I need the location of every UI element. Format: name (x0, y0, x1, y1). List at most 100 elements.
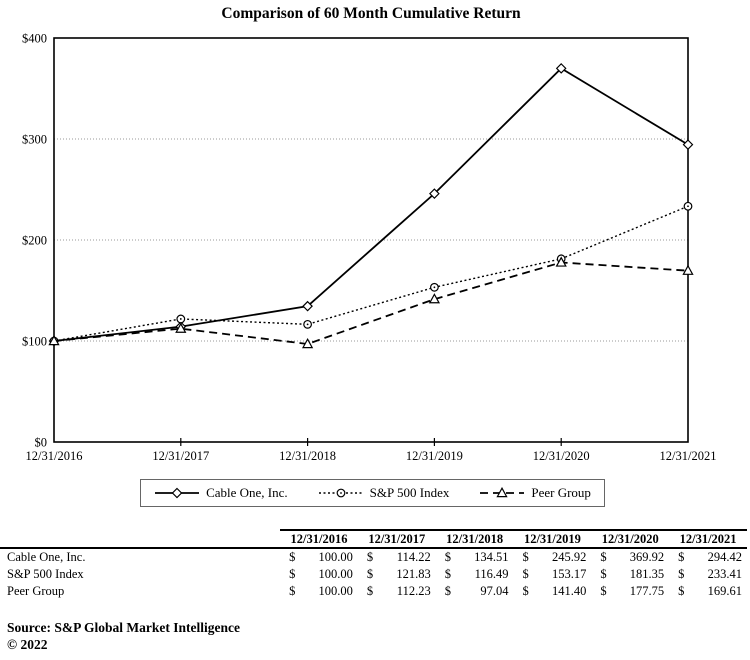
cell-value: 112.23 (396, 584, 431, 598)
circle-marker-dot (687, 205, 689, 208)
currency-symbol: $ (444, 567, 451, 581)
cell-value: 134.51 (474, 550, 509, 564)
y-axis-label: $0 (35, 436, 48, 450)
cell-value: 116.49 (474, 567, 509, 581)
table-value-cell: $121.83 (358, 566, 436, 583)
plot-border (53, 37, 689, 443)
table-value-cell: $233.41 (669, 566, 747, 583)
row-label: Peer Group (7, 584, 65, 598)
currency-symbol: $ (366, 550, 374, 564)
currency-symbol: $ (289, 567, 296, 581)
returns-table-wrap: 12/31/2016 12/31/2017 12/31/2018 12/31/2019… (0, 529, 747, 600)
cell-value: 153.17 (551, 567, 587, 581)
cell-value: 369.92 (629, 550, 665, 564)
circle-marker-dot (306, 323, 309, 326)
table-value-cell: $369.92 (591, 548, 669, 566)
cell-value: 114.22 (396, 550, 431, 564)
triangle-marker (175, 322, 187, 333)
legend-label: S&P 500 Index (369, 485, 450, 500)
triangle-marker (48, 334, 60, 346)
circle-marker-dot (433, 286, 436, 289)
table-row: Cable One, Inc. $100.00 $114.22 $134.51 $245… (0, 548, 747, 566)
table-value-cell: $100.00 (280, 566, 358, 583)
circle-marker-dot (179, 318, 182, 320)
triangle-marker (682, 264, 694, 275)
cell-value: 121.83 (396, 567, 431, 581)
currency-symbol: $ (600, 550, 607, 564)
table-value-cell: $245.92 (514, 548, 592, 566)
table-column-header: 12/31/2020 (591, 529, 670, 549)
table-value-cell: $294.42 (669, 548, 747, 566)
currency-symbol: $ (600, 567, 607, 581)
currency-symbol: $ (678, 550, 685, 564)
diamond-marker (682, 139, 694, 150)
table-column-header: 12/31/2018 (435, 529, 514, 549)
currency-symbol: $ (366, 567, 374, 581)
source-note: Source: S&P Global Market Intelligence (7, 620, 240, 635)
returns-table: 12/31/2016 12/31/2017 12/31/2018 12/31/2019… (0, 529, 747, 600)
table-value-cell: $97.04 (436, 583, 514, 600)
table-value-cell: $100.00 (280, 548, 358, 566)
y-axis-label: $400 (22, 32, 47, 46)
cell-value: 294.42 (707, 550, 742, 564)
table-value-cell: $177.75 (591, 583, 669, 600)
currency-symbol: $ (522, 584, 529, 598)
x-axis-label: 12/31/2016 (26, 449, 83, 463)
series-line (53, 67, 689, 342)
diamond-marker (171, 487, 183, 499)
table-value-cell: $116.49 (436, 566, 514, 583)
table-column-header: 12/31/2017 (357, 529, 436, 549)
cell-value: 100.00 (318, 584, 353, 598)
currency-symbol: $ (678, 567, 685, 581)
triangle-legend-sample-icon (480, 487, 525, 498)
cell-value: 245.92 (551, 550, 587, 564)
currency-symbol: $ (289, 550, 296, 564)
row-label: S&P 500 Index (7, 567, 84, 581)
table-row: Peer Group $100.00 $112.23 $97.04 $141.40 $17… (0, 583, 747, 600)
x-axis-label: 12/31/2019 (406, 449, 463, 463)
triangle-marker (428, 293, 441, 304)
diamond-legend-sample-icon (155, 487, 200, 499)
cell-value: 177.75 (629, 584, 665, 598)
table-column-header: 12/31/2016 (280, 529, 358, 549)
diamond-marker (555, 63, 567, 74)
table-value-cell: $134.51 (436, 548, 514, 566)
y-axis-label: $300 (22, 133, 47, 147)
cell-value: 181.35 (629, 567, 665, 581)
table-value-cell: $181.35 (591, 566, 669, 583)
cell-value: 233.41 (707, 567, 742, 581)
circle-legend-sample-icon (318, 488, 363, 498)
currency-symbol: $ (678, 584, 685, 598)
table-value-cell: $114.22 (358, 548, 436, 566)
cell-value: 97.04 (480, 584, 509, 598)
currency-symbol: $ (522, 567, 529, 581)
chart-legend: Cable One, Inc. S&P 500 Index Peer Group (140, 479, 605, 507)
table-value-cell: $141.40 (514, 583, 592, 600)
currency-symbol: $ (444, 584, 451, 598)
triangle-marker (555, 256, 567, 267)
row-label: Cable One, Inc. (7, 550, 86, 564)
table-corner-cell (0, 530, 281, 549)
table-row: S&P 500 Index $100.00 $121.83 $116.49 $153.1… (0, 566, 747, 583)
series-solid (48, 63, 694, 347)
line-chart: $0 $100 $200 $300 $400 12/31/2016 12/31/2017 12… (22, 32, 717, 464)
source-note-block: Source: S&P Global Market Intelligence ©… (7, 619, 240, 653)
x-axis-label: 12/31/2018 (279, 449, 336, 463)
table-value-cell: $112.23 (358, 583, 436, 600)
series-line (53, 205, 689, 342)
x-axis-label: 12/31/2021 (660, 449, 717, 463)
currency-symbol: $ (289, 584, 296, 598)
diamond-marker (429, 188, 440, 199)
legend-label: Peer Group (531, 485, 591, 500)
table-column-header: 12/31/2021 (669, 529, 747, 549)
triangle-marker (496, 487, 508, 498)
copyright-note: © 2022 (7, 637, 48, 652)
legend-entry: S&P 500 Index (318, 485, 450, 501)
currency-symbol: $ (366, 584, 374, 598)
table-value-cell: $153.17 (514, 566, 592, 583)
x-axis-label: 12/31/2020 (533, 449, 590, 463)
diamond-marker (302, 300, 313, 312)
circle-marker-dot (339, 492, 342, 494)
triangle-marker (301, 337, 314, 349)
